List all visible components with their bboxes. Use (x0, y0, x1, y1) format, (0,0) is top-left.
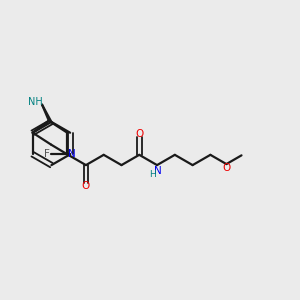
Text: O: O (135, 129, 143, 139)
Text: NH: NH (28, 98, 42, 107)
Text: H: H (149, 170, 156, 179)
Text: O: O (82, 181, 90, 191)
Text: N: N (68, 149, 76, 159)
Text: N: N (154, 166, 162, 176)
Text: O: O (223, 164, 231, 173)
Text: F: F (44, 149, 50, 159)
